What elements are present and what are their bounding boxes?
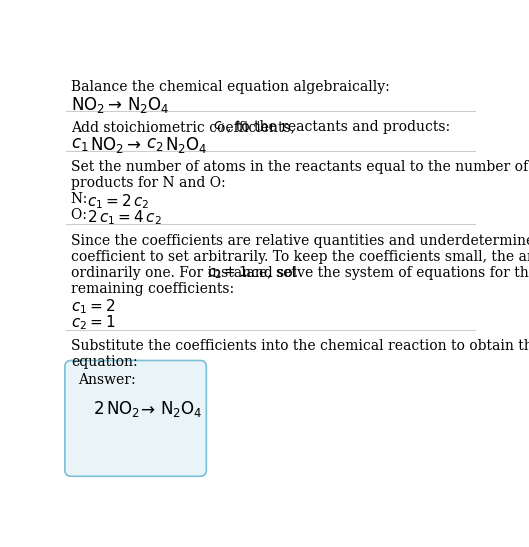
FancyBboxPatch shape (65, 360, 206, 476)
Text: and solve the system of equations for the: and solve the system of equations for th… (242, 266, 529, 280)
Text: $\mathregular{N_2O_4}$: $\mathregular{N_2O_4}$ (127, 95, 169, 115)
Text: remaining coefficients:: remaining coefficients: (71, 282, 234, 296)
Text: $c_1 = 2\,c_2$: $c_1 = 2\,c_2$ (87, 193, 150, 211)
Text: $c_2 = 1$: $c_2 = 1$ (207, 265, 248, 281)
Text: Add stoichiometric coefficients,: Add stoichiometric coefficients, (71, 120, 299, 135)
Text: Set the number of atoms in the reactants equal to the number of atoms in the: Set the number of atoms in the reactants… (71, 160, 529, 174)
Text: $c_1 = 2$: $c_1 = 2$ (71, 298, 115, 316)
Text: Answer:: Answer: (78, 373, 136, 387)
Text: $\mathregular{N_2O_4}$: $\mathregular{N_2O_4}$ (160, 399, 202, 419)
Text: $\rightarrow$: $\rightarrow$ (123, 135, 141, 153)
Text: products for N and O:: products for N and O: (71, 177, 226, 190)
Text: $c_2 = 1$: $c_2 = 1$ (71, 314, 116, 333)
Text: $2\,\mathregular{NO_2}$: $2\,\mathregular{NO_2}$ (93, 399, 140, 419)
Text: $2\,c_1 = 4\,c_2$: $2\,c_1 = 4\,c_2$ (87, 208, 162, 227)
Text: $c_i$: $c_i$ (213, 120, 225, 134)
Text: Substitute the coefficients into the chemical reaction to obtain the balanced: Substitute the coefficients into the che… (71, 339, 529, 353)
Text: $\mathregular{NO_2}$: $\mathregular{NO_2}$ (71, 95, 105, 115)
Text: Balance the chemical equation algebraically:: Balance the chemical equation algebraica… (71, 80, 390, 95)
Text: O:: O: (71, 208, 92, 223)
Text: coefficient to set arbitrarily. To keep the coefficients small, the arbitrary va: coefficient to set arbitrarily. To keep … (71, 249, 529, 264)
Text: ordinarily one. For instance, set: ordinarily one. For instance, set (71, 266, 302, 280)
Text: $c_2$: $c_2$ (146, 135, 163, 153)
Text: , to the reactants and products:: , to the reactants and products: (227, 120, 450, 135)
Text: equation:: equation: (71, 355, 138, 369)
Text: N:: N: (71, 193, 92, 206)
Text: $\mathregular{N_2O_4}$: $\mathregular{N_2O_4}$ (165, 135, 207, 155)
Text: $\rightarrow$: $\rightarrow$ (137, 399, 156, 417)
Text: $\rightarrow$: $\rightarrow$ (104, 95, 122, 113)
Text: Since the coefficients are relative quantities and underdetermined, choose a: Since the coefficients are relative quan… (71, 234, 529, 248)
Text: $c_1$: $c_1$ (71, 135, 88, 153)
Text: $\mathregular{NO_2}$: $\mathregular{NO_2}$ (90, 135, 124, 155)
